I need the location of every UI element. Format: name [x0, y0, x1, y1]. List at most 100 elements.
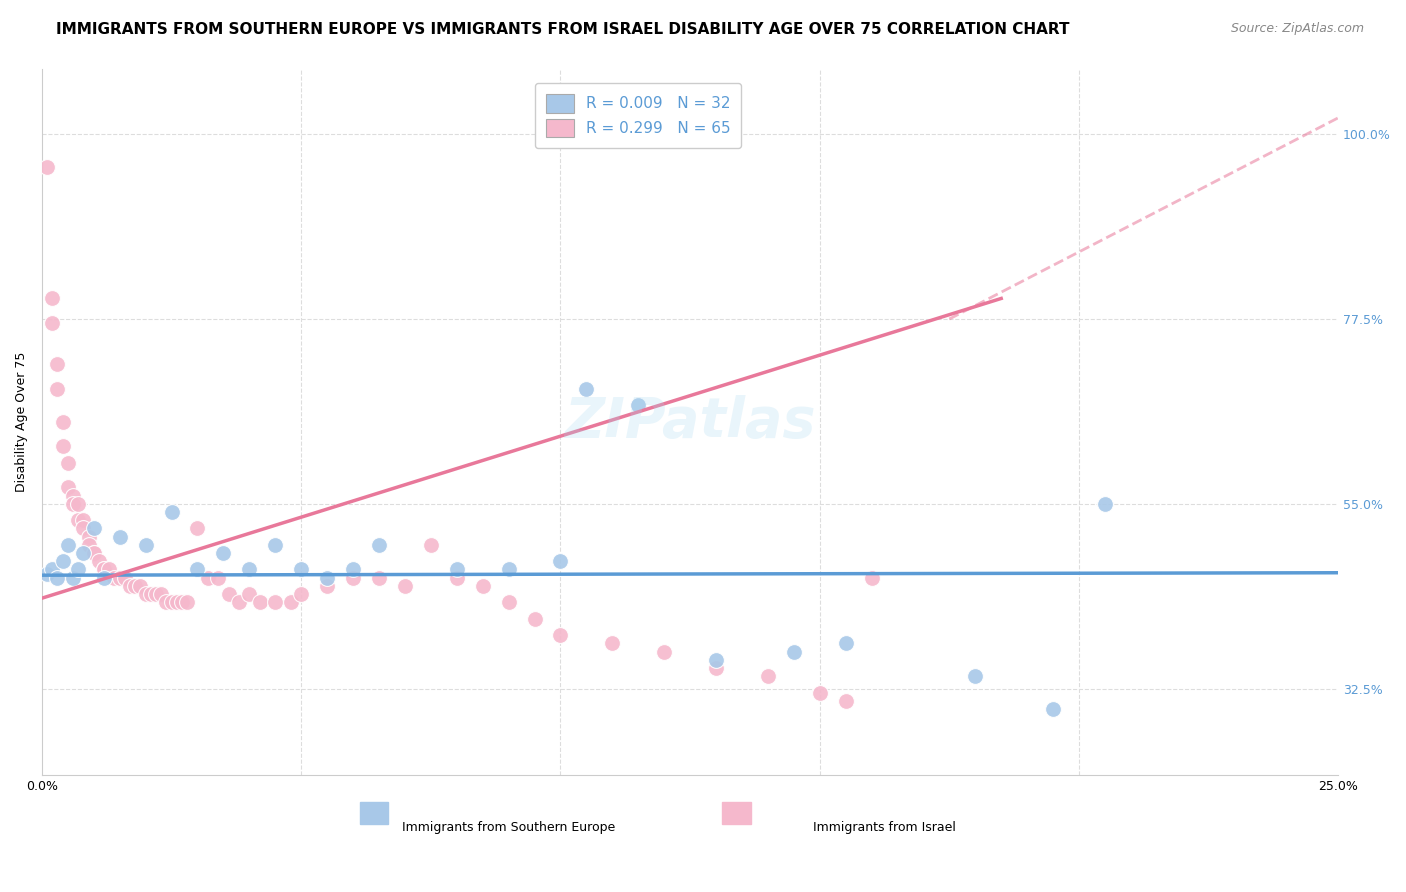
Point: [108, 530, 131, 544]
Point: [103, 571, 125, 585]
Point: [41, 316, 63, 330]
Point: [550, 628, 572, 642]
Point: [72, 546, 94, 560]
Bar: [360, 802, 388, 824]
Point: [93, 562, 115, 576]
Point: [808, 685, 831, 699]
Point: [52, 439, 75, 453]
Point: [446, 562, 468, 576]
Point: [342, 562, 364, 576]
Point: [394, 579, 416, 593]
Point: [41, 292, 63, 306]
Point: [550, 554, 572, 568]
Point: [135, 538, 157, 552]
Point: [114, 571, 136, 585]
Bar: [723, 802, 751, 824]
Point: [834, 694, 856, 708]
Point: [368, 538, 391, 552]
Point: [264, 595, 287, 609]
Y-axis label: Disability Age Over 75: Disability Age Over 75: [15, 351, 28, 491]
Point: [41, 562, 63, 576]
Point: [218, 587, 240, 601]
Point: [419, 538, 441, 552]
Point: [446, 571, 468, 585]
Point: [129, 579, 152, 593]
Point: [77, 530, 100, 544]
Point: [498, 595, 520, 609]
Point: [228, 595, 250, 609]
Point: [316, 571, 339, 585]
Point: [46, 571, 69, 585]
Point: [627, 398, 650, 412]
Point: [139, 587, 162, 601]
Point: [652, 644, 675, 658]
Point: [186, 562, 208, 576]
Point: [280, 595, 302, 609]
Point: [155, 595, 177, 609]
Text: Immigrants from Israel: Immigrants from Israel: [813, 821, 956, 834]
Point: [83, 546, 105, 560]
Point: [62, 497, 84, 511]
Point: [145, 587, 167, 601]
Point: [56, 538, 79, 552]
Point: [46, 357, 69, 371]
Point: [56, 480, 79, 494]
Point: [249, 595, 271, 609]
Point: [342, 571, 364, 585]
Point: [52, 415, 75, 429]
Point: [170, 595, 193, 609]
Point: [62, 571, 84, 585]
Point: [834, 636, 856, 650]
Point: [965, 669, 987, 683]
Point: [704, 661, 727, 675]
Point: [523, 612, 546, 626]
Legend: R = 0.009   N = 32, R = 0.299   N = 65: R = 0.009 N = 32, R = 0.299 N = 65: [536, 83, 741, 148]
Text: ZIPatlas: ZIPatlas: [564, 394, 815, 449]
Text: Source: ZipAtlas.com: Source: ZipAtlas.com: [1230, 22, 1364, 36]
Point: [46, 382, 69, 396]
Point: [93, 562, 115, 576]
Point: [87, 554, 110, 568]
Point: [56, 456, 79, 470]
Text: Immigrants from Southern Europe: Immigrants from Southern Europe: [402, 821, 616, 834]
Point: [67, 513, 90, 527]
Point: [1042, 702, 1064, 716]
Point: [35, 566, 58, 581]
Point: [72, 521, 94, 535]
Point: [783, 644, 806, 658]
Point: [290, 587, 312, 601]
Point: [67, 562, 90, 576]
Point: [1094, 497, 1116, 511]
Point: [498, 562, 520, 576]
Point: [575, 382, 598, 396]
Point: [108, 571, 131, 585]
Point: [67, 497, 90, 511]
Point: [166, 595, 188, 609]
Point: [186, 521, 208, 535]
Point: [118, 579, 141, 593]
Point: [368, 571, 391, 585]
Point: [600, 636, 623, 650]
Point: [176, 595, 198, 609]
Point: [62, 489, 84, 503]
Point: [150, 587, 173, 601]
Text: IMMIGRANTS FROM SOUTHERN EUROPE VS IMMIGRANTS FROM ISRAEL DISABILITY AGE OVER 75: IMMIGRANTS FROM SOUTHERN EUROPE VS IMMIG…: [56, 22, 1070, 37]
Point: [77, 538, 100, 552]
Point: [52, 554, 75, 568]
Point: [160, 505, 183, 519]
Point: [238, 587, 260, 601]
Point: [135, 587, 157, 601]
Point: [35, 160, 58, 174]
Point: [756, 669, 779, 683]
Point: [98, 562, 121, 576]
Point: [207, 571, 229, 585]
Point: [83, 546, 105, 560]
Point: [160, 595, 183, 609]
Point: [290, 562, 312, 576]
Point: [93, 571, 115, 585]
Point: [197, 571, 219, 585]
Point: [704, 653, 727, 667]
Point: [83, 521, 105, 535]
Point: [72, 513, 94, 527]
Point: [316, 579, 339, 593]
